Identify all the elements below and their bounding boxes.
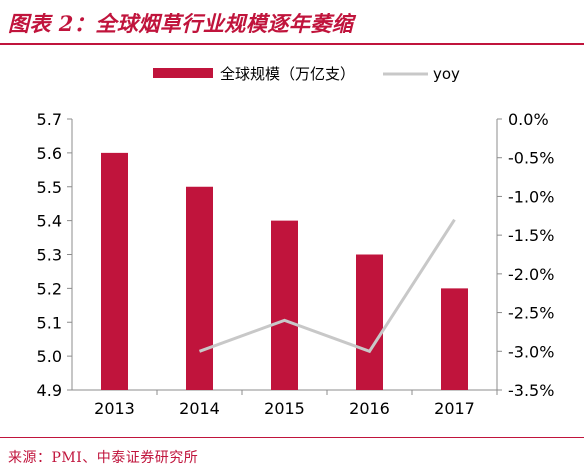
- x-tick-label-2015: 2015: [264, 399, 305, 418]
- legend-bar-swatch: [153, 68, 213, 78]
- bar-2014: [186, 186, 213, 390]
- yoy-line: [198, 218, 456, 354]
- y-left-tick-label: 5.4: [37, 212, 62, 231]
- footer-divider: [0, 437, 584, 438]
- y-right-tick-label: -2.0%: [508, 265, 554, 284]
- title-divider: [0, 43, 584, 45]
- y-left-tick-label: 5.0: [37, 347, 62, 366]
- combo-chart: 全球规模（万亿支） yoy 4.9 5.0 5.1 5.2 5.3 5.4 5.5 5.6 5.7 0…: [37, 65, 555, 418]
- y-right-tick-label: -2.5%: [508, 304, 554, 323]
- y-left-tick-label: 5.6: [37, 144, 62, 163]
- y-left-tick-label: 4.9: [37, 381, 62, 400]
- y-right-tick-label: -3.0%: [508, 342, 554, 361]
- y-right-tick-label: -0.5%: [508, 149, 554, 168]
- x-tick-label-2014: 2014: [179, 399, 220, 418]
- bar-2016: [356, 254, 383, 390]
- bar-2015: [271, 220, 298, 390]
- y-right-tick-label: -3.5%: [508, 381, 554, 400]
- x-tick-label-2017: 2017: [434, 399, 475, 418]
- y-right-tick-label: -1.0%: [508, 187, 554, 206]
- x-tick-label-2016: 2016: [349, 399, 390, 418]
- bar-2013: [101, 152, 128, 390]
- y-left-tick-label: 5.1: [37, 313, 62, 332]
- y-left-tick-label: 5.7: [37, 110, 62, 129]
- figure-title: 图表 2：全球烟草行业规模逐年萎缩: [8, 11, 354, 36]
- figure-header: 图表 2：全球烟草行业规模逐年萎缩: [0, 0, 584, 46]
- y-left-tick-label: 5.3: [37, 246, 62, 265]
- y-left-tick-label: 5.5: [37, 178, 62, 197]
- legend-bar-label: 全球规模（万亿支）: [220, 65, 355, 83]
- source-note: 来源：PMI、中泰证券研究所: [8, 450, 199, 466]
- y-left-tick-label: 5.2: [37, 279, 62, 298]
- bar-2017: [441, 288, 468, 390]
- y-right-tick-label: 0.0%: [508, 110, 549, 129]
- legend-line-label: yoy: [433, 65, 460, 83]
- y-right-tick-label: -1.5%: [508, 226, 554, 245]
- x-tick-label-2013: 2013: [94, 399, 135, 418]
